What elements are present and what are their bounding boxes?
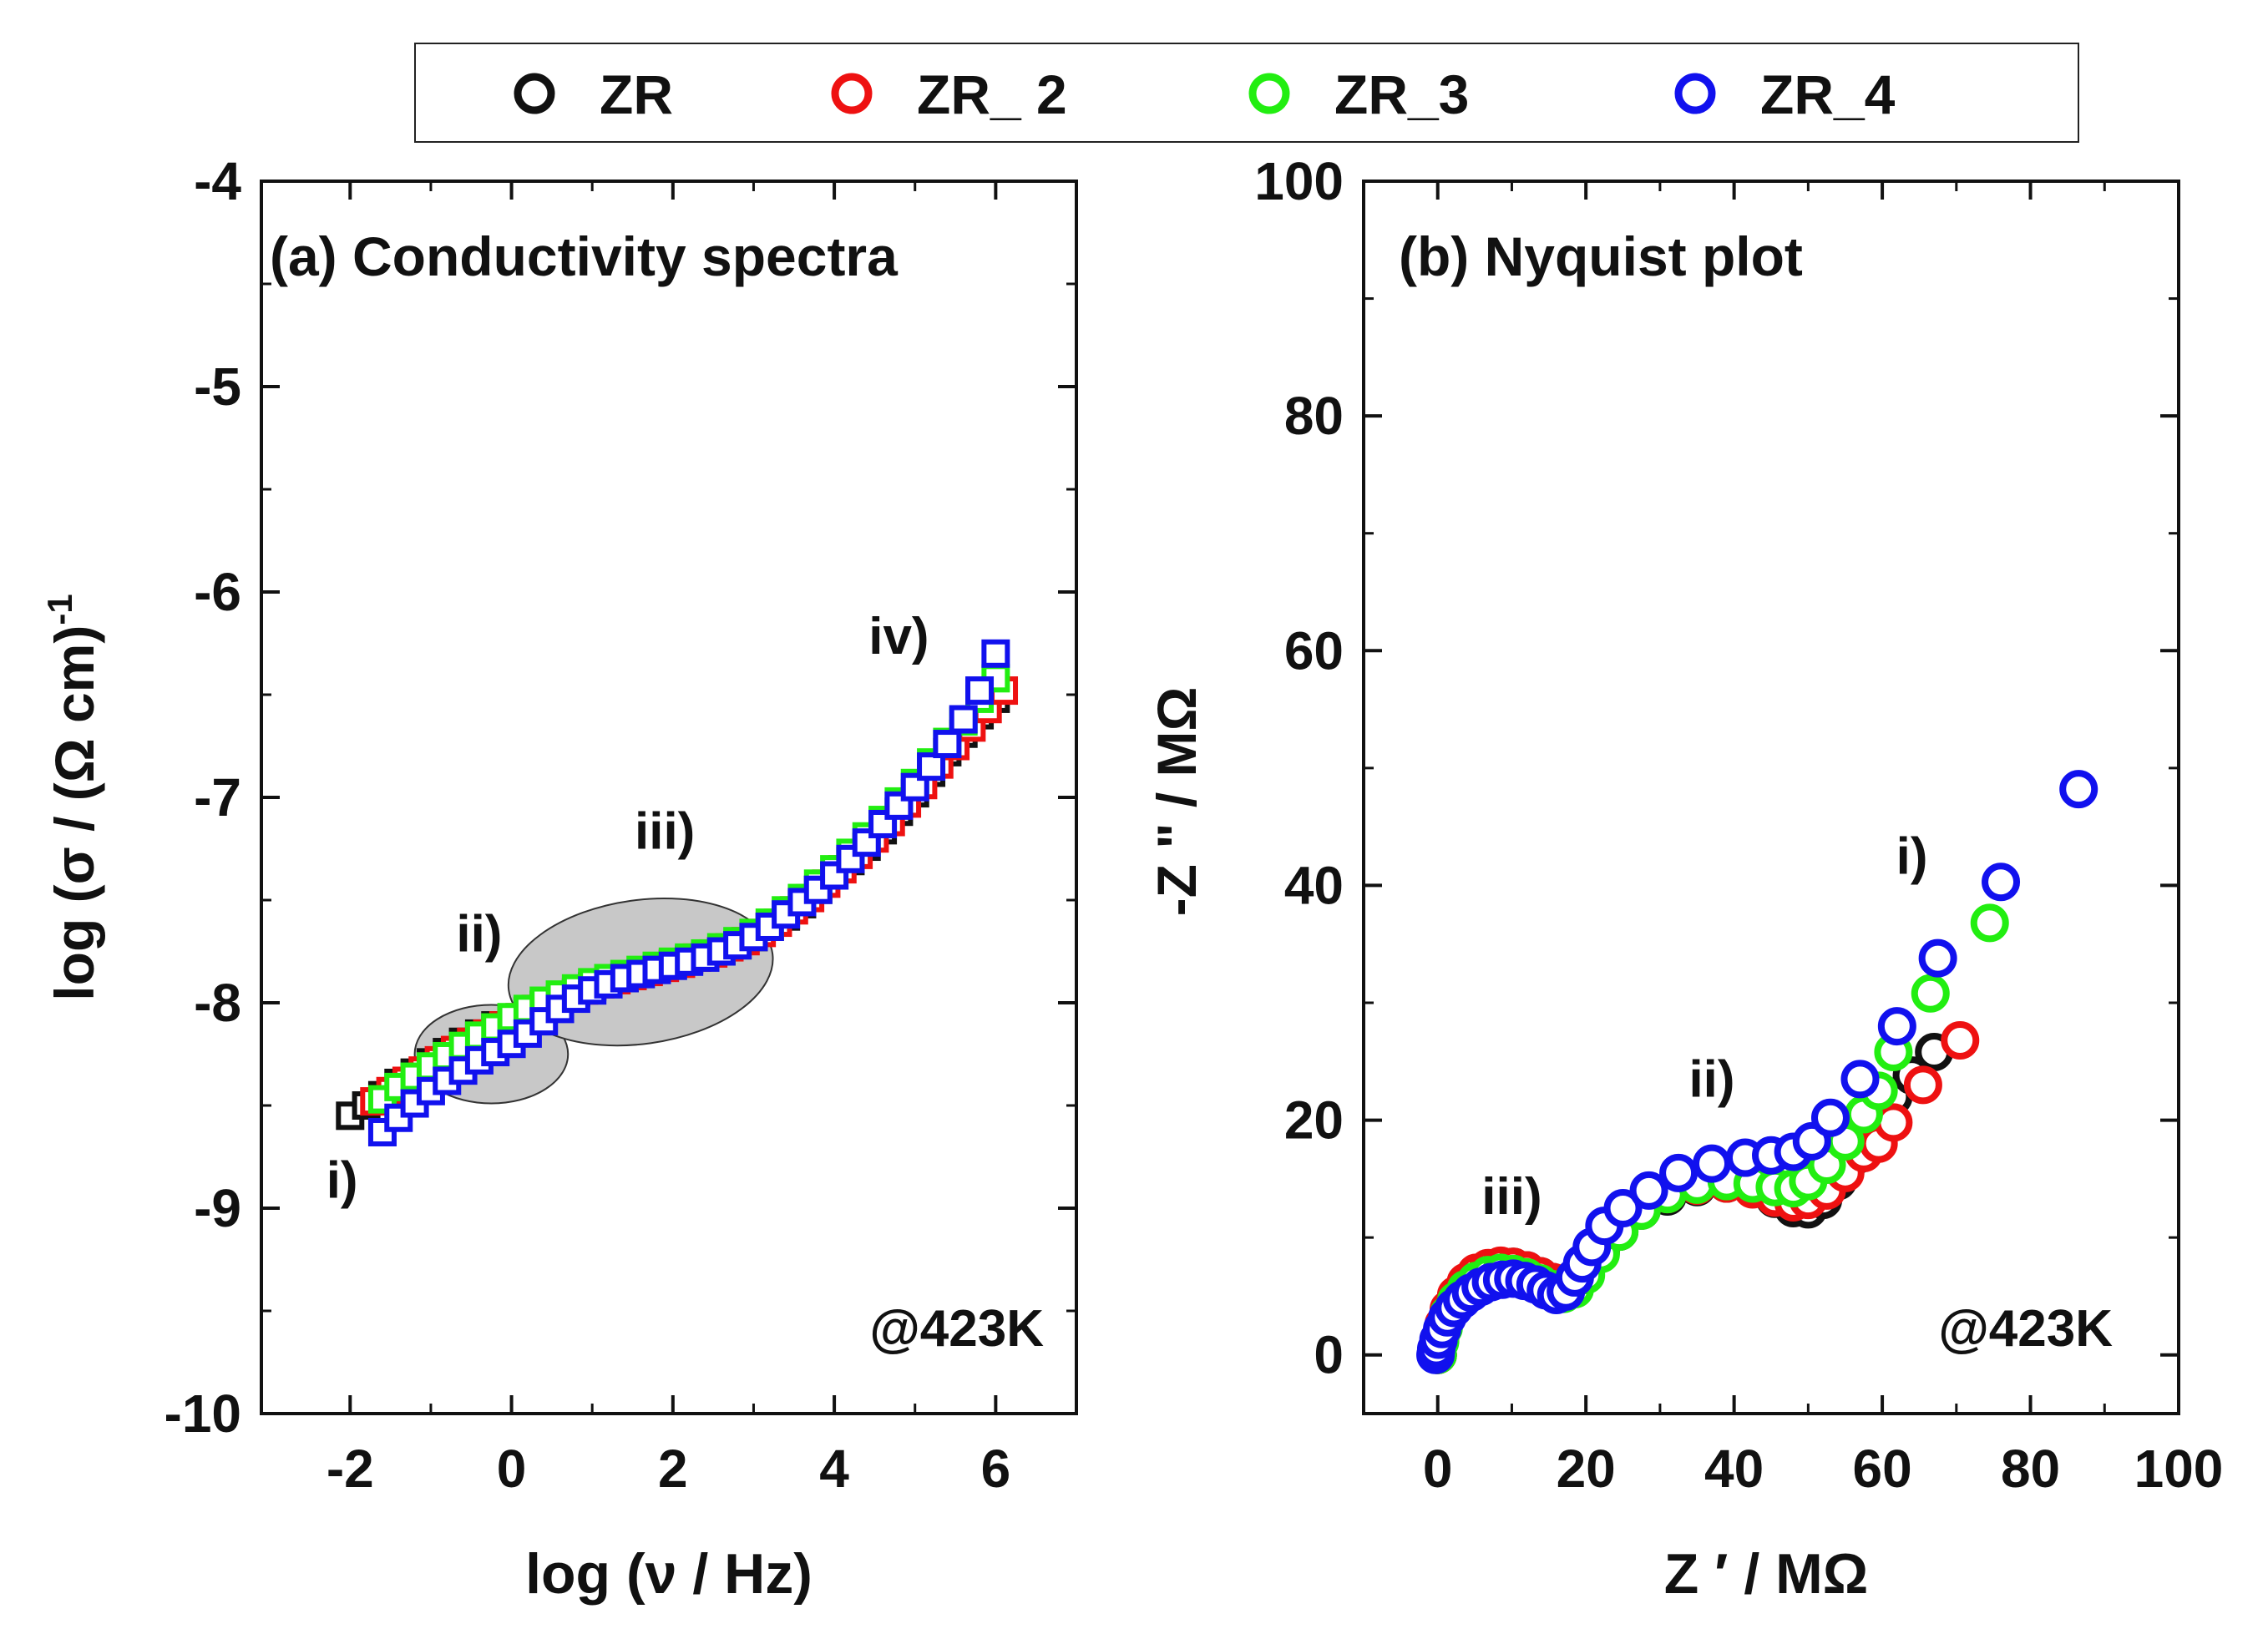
panel-a-ytick-label: -8 <box>194 973 241 1033</box>
data-point <box>1911 974 1950 1013</box>
panel-a-xtick-label: 0 <box>497 1439 527 1499</box>
legend-label-2: ZR_ 2 <box>917 63 1067 125</box>
panel-a: -2 0 2 4 6 -10 -9 -8 -7 -6 -5 -4 (a) Conductivity s… <box>40 151 1078 1606</box>
panel-b-frame <box>1362 180 2180 1415</box>
series-3 <box>367 664 1010 1114</box>
data-point <box>1918 938 1957 978</box>
data-point <box>803 875 833 904</box>
legend-marker-3 <box>1248 73 1290 114</box>
region-label-2: ii) <box>456 906 502 964</box>
panel-b-xtick-label: 0 <box>1423 1439 1453 1499</box>
panel-b-xtick-label: 20 <box>1557 1439 1616 1499</box>
legend-marker-1 <box>514 73 555 114</box>
data-point <box>1659 1153 1698 1192</box>
panel-a-ytick-label: -9 <box>194 1178 241 1238</box>
data-point <box>965 676 995 706</box>
panel-b-xtick-label: 60 <box>1852 1439 1911 1499</box>
legend-label-1: ZR <box>600 63 673 125</box>
data-point <box>367 1117 397 1146</box>
legend-marker-2 <box>831 73 873 114</box>
region-label-1: i) <box>327 1152 358 1210</box>
panel-a-ytick-label: -6 <box>194 562 241 622</box>
panel-a-xlabel: log (ν / Hz) <box>525 1542 813 1606</box>
panel-b-ytick-label: 60 <box>1284 620 1344 680</box>
data-point <box>1903 1065 1942 1105</box>
legend-marker-4 <box>1674 73 1716 114</box>
data-point <box>933 730 962 759</box>
data-point <box>1603 1189 1643 1227</box>
panel-b-annotation: @423K <box>1938 1300 2113 1358</box>
panel-b-ytick-label: 0 <box>1314 1325 1344 1385</box>
data-point <box>1629 1171 1668 1210</box>
panel-a-annotation: @423K <box>869 1300 1044 1358</box>
data-point <box>497 1030 526 1059</box>
series-3 <box>1418 903 2009 1374</box>
panel-b-ytick-label: 40 <box>1284 855 1344 915</box>
data-point <box>949 705 978 734</box>
panel-a-xtick-label: 2 <box>658 1439 688 1499</box>
panel-a-ytick-label: -5 <box>194 357 241 417</box>
panel-a-ytick-label: -7 <box>194 767 241 827</box>
region-label-3: iii) <box>1481 1168 1542 1226</box>
data-point <box>981 639 1010 668</box>
data-point <box>2059 770 2098 809</box>
panel-b-ytick-label: 20 <box>1284 1090 1344 1151</box>
legend-box <box>414 43 2079 143</box>
data-point <box>917 752 946 782</box>
panel-b-ytick-label: 80 <box>1284 386 1344 446</box>
data-point <box>1970 903 2009 943</box>
panel-a-ylabel-main: log (σ / (Ω cm) <box>43 625 105 1001</box>
data-point <box>1877 1007 1916 1046</box>
series-4 <box>1416 770 2098 1374</box>
legend: ZR ZR_ 2 ZR_3 ZR_4 <box>414 43 2079 143</box>
region-label-4: iv) <box>868 608 929 665</box>
panel-b-xtick-label: 100 <box>2134 1439 2224 1499</box>
panel-a-title: (a) Conductivity spectra <box>270 225 899 287</box>
region-label-1: i) <box>1896 827 1928 885</box>
panel-a-ytick-label: -10 <box>165 1384 242 1444</box>
panel-a-frame <box>260 180 1078 1415</box>
data-point <box>1840 1060 1880 1099</box>
data-point <box>1941 1020 1980 1060</box>
panel-b-xtick-label: 80 <box>2001 1439 2060 1499</box>
panel-a-ylabel-sup: -1 <box>40 594 79 625</box>
region-label-2: ii) <box>1688 1050 1734 1108</box>
data-point <box>1693 1144 1732 1183</box>
data-point <box>1810 1098 1850 1137</box>
data-point <box>852 828 881 858</box>
legend-label-3: ZR_3 <box>1334 63 1469 125</box>
panel-a-ylabel: log (σ / (Ω cm)-1 <box>40 594 105 1000</box>
panel-b-ytick-label: 100 <box>1254 151 1344 211</box>
panel-a-xtick-label: 4 <box>819 1439 849 1499</box>
series-4 <box>367 639 1010 1146</box>
panel-a-ytick-label: -4 <box>194 151 241 211</box>
panel-a-xtick-label: 6 <box>981 1439 1011 1499</box>
panel-b-xlabel: Z ′ / MΩ <box>1664 1542 1869 1606</box>
panel-a-xtick-label: -2 <box>327 1439 374 1499</box>
region-label-3: iii) <box>635 803 695 861</box>
legend-label-4: ZR_4 <box>1760 63 1896 125</box>
data-point <box>1982 863 2021 902</box>
panel-b-title: (b) Nyquist plot <box>1399 225 1803 287</box>
panel-b-xtick-label: 40 <box>1704 1439 1764 1499</box>
panel-b-ylabel: -Z " / MΩ <box>1146 687 1207 917</box>
panel-b: 0 20 40 60 80 100 0 20 40 60 80 100 (b) Nyquist plo… <box>1146 151 2223 1606</box>
